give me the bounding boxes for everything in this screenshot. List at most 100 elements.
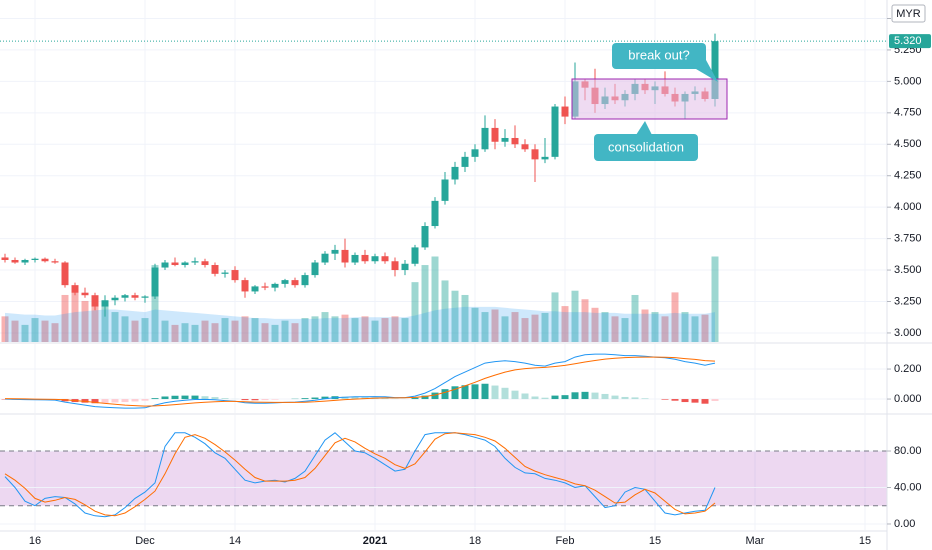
callout-box bbox=[612, 43, 706, 69]
volume-bar bbox=[631, 294, 639, 342]
volume-bar bbox=[521, 318, 529, 342]
volume-bar bbox=[181, 323, 189, 342]
histogram-bar bbox=[421, 395, 429, 400]
volume-bar bbox=[621, 318, 629, 342]
candle-body bbox=[201, 261, 209, 266]
volume-bar bbox=[481, 312, 489, 342]
volume-bar bbox=[711, 256, 719, 342]
grid-layer bbox=[0, 0, 887, 530]
callout-text: break out? bbox=[628, 47, 689, 62]
volume-bar bbox=[161, 320, 169, 342]
histogram-bar bbox=[131, 399, 139, 402]
histogram-bar bbox=[111, 399, 119, 403]
histogram-bar bbox=[691, 399, 699, 403]
candle-body bbox=[61, 262, 69, 286]
candle-body bbox=[71, 285, 79, 293]
candle-body bbox=[91, 295, 99, 307]
histogram-bar bbox=[221, 398, 229, 400]
x-tick-label: 2021 bbox=[363, 535, 387, 547]
histogram-bar bbox=[211, 397, 219, 400]
breakout-callout: break out? bbox=[612, 43, 718, 82]
volume-bar bbox=[661, 316, 669, 342]
last-price-label: 5.320 bbox=[894, 35, 922, 47]
histogram-bar bbox=[531, 396, 539, 400]
volume-bar bbox=[41, 320, 49, 342]
histogram-bar bbox=[81, 399, 89, 403]
candle-body bbox=[501, 137, 509, 142]
currency-box bbox=[891, 4, 926, 23]
candle-body bbox=[421, 226, 429, 248]
histogram-bar bbox=[351, 396, 359, 400]
y-tick-label: 3.750 bbox=[894, 233, 922, 245]
volume-bar bbox=[361, 316, 369, 342]
volume-bar bbox=[251, 318, 259, 342]
volume-bar bbox=[581, 299, 589, 342]
volume-bar bbox=[461, 294, 469, 342]
volume-bar bbox=[531, 314, 539, 342]
volume-bar bbox=[211, 323, 219, 342]
volume-bar bbox=[111, 312, 119, 342]
candle-body bbox=[441, 179, 449, 201]
candle-body bbox=[41, 258, 49, 262]
histogram-bar bbox=[711, 399, 719, 401]
volume-bar bbox=[501, 316, 509, 342]
histogram-bar bbox=[611, 395, 619, 400]
volume-bar bbox=[61, 294, 69, 342]
candle-body bbox=[401, 263, 409, 271]
volume-bar bbox=[381, 318, 389, 342]
histogram-bar bbox=[681, 399, 689, 403]
candle-body bbox=[151, 267, 159, 297]
histogram-bar bbox=[601, 393, 609, 400]
x-tick-label: Dec bbox=[135, 535, 155, 547]
histogram-bar bbox=[701, 399, 709, 404]
histogram-bar bbox=[191, 395, 199, 400]
histogram-bar bbox=[561, 395, 569, 400]
candle-body bbox=[271, 283, 279, 288]
volume-bar bbox=[341, 314, 349, 342]
candle-body bbox=[11, 259, 19, 263]
y-tick-label: 4.750 bbox=[894, 107, 922, 119]
candle-body bbox=[131, 295, 139, 298]
volume-bar bbox=[81, 300, 89, 342]
histogram-bar bbox=[141, 399, 149, 401]
marks-layer bbox=[0, 33, 887, 518]
candle-body bbox=[121, 295, 129, 298]
histogram-bar bbox=[321, 396, 329, 400]
volume-bar bbox=[91, 299, 99, 342]
y-tick-label: 3.250 bbox=[894, 295, 922, 307]
candle-body bbox=[461, 156, 469, 167]
x-tick-label: Mar bbox=[746, 535, 765, 547]
macd-line bbox=[4, 356, 716, 407]
histogram-bar bbox=[91, 399, 99, 404]
histogram-bar bbox=[581, 391, 589, 400]
histogram-bar bbox=[471, 384, 479, 400]
stoch-line bbox=[4, 432, 716, 518]
volume-bar bbox=[231, 320, 239, 342]
candle-body bbox=[481, 127, 489, 150]
histogram-bar bbox=[341, 396, 349, 400]
volume-bar bbox=[131, 320, 139, 342]
candle-body bbox=[531, 149, 539, 160]
volume-bar bbox=[471, 307, 479, 342]
y-tick-label: 3.000 bbox=[894, 327, 922, 339]
histogram-bar bbox=[261, 399, 269, 401]
y-tick-label: 0.00 bbox=[894, 518, 915, 530]
volume-bar bbox=[641, 309, 649, 342]
y-tick-label: 5.000 bbox=[894, 75, 922, 87]
volume-bar bbox=[571, 290, 579, 342]
volume-bar bbox=[611, 316, 619, 342]
volume-bar bbox=[331, 316, 339, 342]
candle-body bbox=[241, 280, 249, 292]
volume-bar bbox=[591, 307, 599, 342]
candle-body bbox=[411, 247, 419, 264]
y-tick-label: 4.250 bbox=[894, 170, 922, 182]
volume-bar bbox=[31, 318, 39, 342]
histogram-bar bbox=[461, 385, 469, 400]
candle-body bbox=[261, 286, 269, 288]
volume-bar bbox=[431, 256, 439, 342]
volume-bar bbox=[351, 318, 359, 342]
x-tick-label: 15 bbox=[649, 535, 661, 547]
histogram-bar bbox=[521, 393, 529, 400]
candle-body bbox=[391, 261, 399, 271]
callout-box bbox=[594, 134, 698, 161]
